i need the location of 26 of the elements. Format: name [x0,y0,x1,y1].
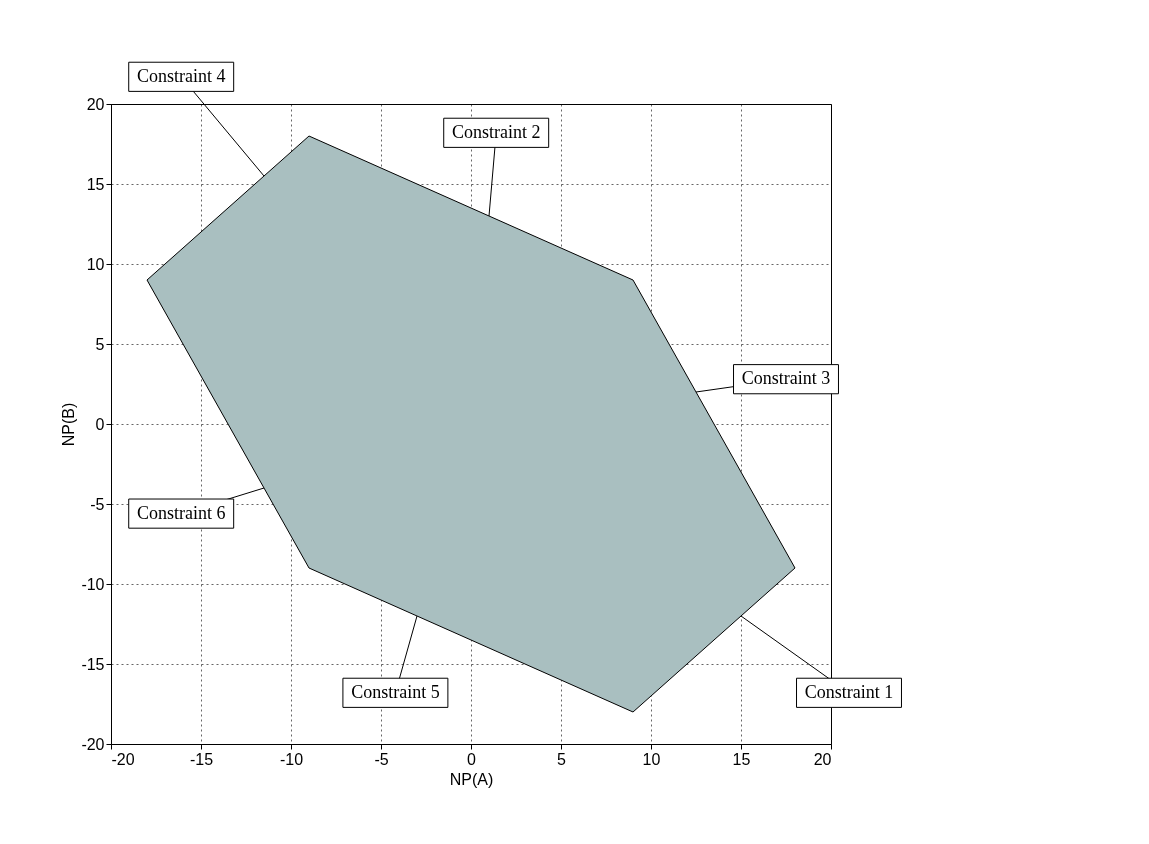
x-axis-title: NP(A) [449,770,494,788]
y-axis-title: NP(B) [60,402,78,447]
y-tick-label: 15 [86,175,105,193]
annotation: Constraint 4 [136,65,226,86]
x-tick-label: 20 [813,750,832,768]
x-tick-label: 5 [557,750,567,768]
y-tick-label: 10 [86,255,105,273]
y-tick-label: -5 [90,495,105,513]
y-tick-label: -10 [81,575,105,593]
annotation: Constraint 3 [741,368,831,389]
annotation: Constraint 2 [451,121,541,142]
x-tick-label: 10 [642,750,661,768]
annotation: Constraint 1 [804,681,894,702]
y-tick-label: -15 [81,655,105,673]
y-tick-label: -20 [81,735,105,753]
x-tick-label: 0 [467,750,477,768]
y-tick-label: 0 [95,415,105,433]
x-tick-label: -10 [279,750,304,768]
y-tick-label: 20 [86,95,105,113]
annotation: Constraint 6 [136,502,226,523]
x-tick-label: 15 [732,750,751,768]
x-tick-label: -15 [189,750,214,768]
x-tick-label: -5 [374,750,389,768]
y-tick-label: 5 [95,335,105,353]
x-tick-label: -20 [111,750,135,768]
annotation: Constraint 5 [351,681,440,702]
